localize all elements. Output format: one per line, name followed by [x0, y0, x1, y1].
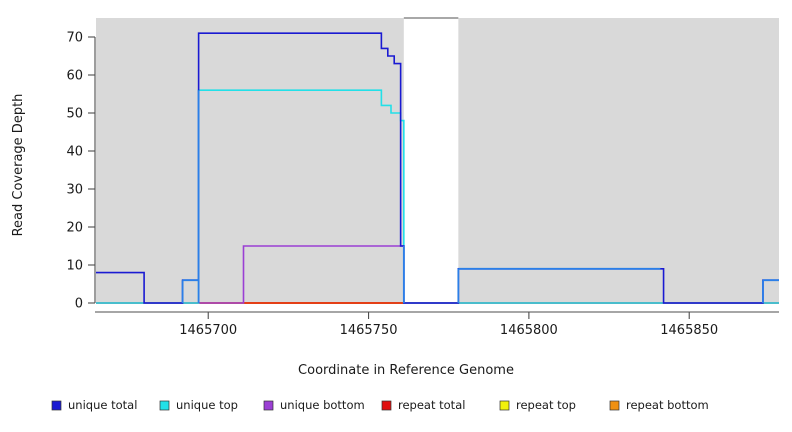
x-tick-label: 1465750	[340, 323, 398, 338]
legend-swatch-repeat-top[interactable]	[499, 400, 510, 411]
y-tick-label: 30	[66, 183, 83, 198]
legend: unique total unique top unique bottom repea…	[51, 398, 709, 412]
y-axis-title: Read Coverage Depth	[11, 94, 26, 237]
legend-label-repeat-bottom[interactable]: repeat bottom	[626, 398, 709, 412]
gap-region-background	[403, 18, 459, 303]
plot-panel	[96, 17, 779, 303]
legend-label-unique-top[interactable]: unique top	[176, 398, 238, 412]
legend-label-unique-bottom[interactable]: unique bottom	[280, 398, 365, 412]
y-axis: 0 10 20 30 40 50 60 70	[66, 31, 96, 312]
y-tick-label: 60	[66, 69, 83, 84]
legend-swatch-unique-bottom[interactable]	[263, 400, 274, 411]
legend-label-repeat-top[interactable]: repeat top	[516, 398, 576, 412]
legend-swatch-unique-total[interactable]	[51, 400, 62, 411]
x-axis: 1465700 1465750 1465800 1465850	[95, 311, 779, 338]
x-tick-label: 1465800	[500, 323, 558, 338]
legend-swatch-unique-top[interactable]	[159, 400, 170, 411]
legend-label-unique-total[interactable]: unique total	[68, 398, 137, 412]
legend-swatch-repeat-total[interactable]	[381, 400, 392, 411]
y-tick-label: 10	[66, 259, 83, 274]
series-lines	[96, 32, 779, 304]
legend-swatch-repeat-bottom[interactable]	[609, 400, 620, 411]
x-tick-label: 1465700	[179, 323, 237, 338]
y-tick-label: 20	[66, 221, 83, 236]
y-tick-label: 0	[75, 297, 83, 312]
y-tick-label: 70	[66, 31, 83, 46]
y-tick-label: 40	[66, 145, 83, 160]
legend-label-repeat-total[interactable]: repeat total	[398, 398, 465, 412]
y-tick-label: 50	[66, 107, 83, 122]
x-tick-label: 1465850	[660, 323, 718, 338]
x-axis-title: Coordinate in Reference Genome	[298, 363, 514, 378]
